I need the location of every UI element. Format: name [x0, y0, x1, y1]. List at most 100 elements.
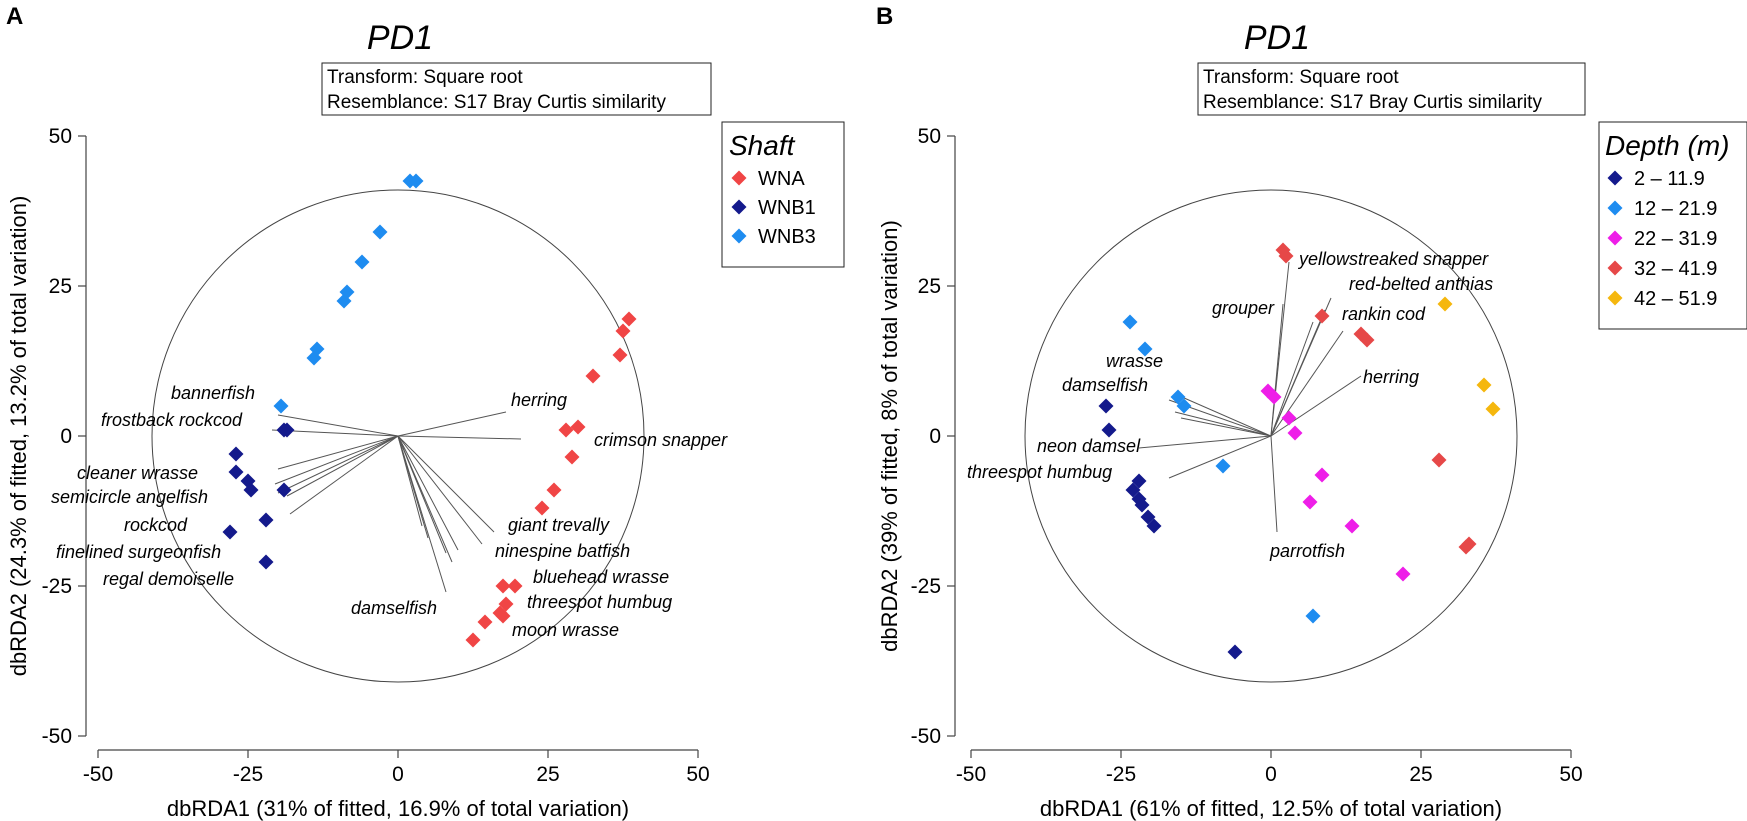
- legend-marker: [1607, 260, 1623, 276]
- panel-b-y-axis-label: dbRDA2 (39% of fitted, 8% of total varia…: [877, 220, 902, 652]
- x-tick-label: 50: [686, 763, 709, 786]
- vector-semicircle-angelfish: [274, 435, 399, 485]
- point-22–31.9: [1287, 425, 1303, 441]
- panel-b-legend-frame: [1598, 121, 1747, 330]
- label-parrotfish: parrotfish: [1269, 541, 1345, 561]
- point-WNA: [507, 578, 523, 594]
- vector-unlabeled-12: [1270, 309, 1326, 437]
- label-finelined-surgeonfish: finelined surgeonfish: [56, 542, 221, 562]
- point-32–41.9: [1359, 332, 1375, 348]
- point-42–51.9: [1476, 377, 1492, 393]
- panel-a-species-labels: bannerfish frostback rockcod herring cri…: [51, 383, 728, 640]
- panel-a-y-axis-label: dbRDA2 (24.3% of fitted, 13.2% of total …: [6, 196, 31, 677]
- panel-a-points: [222, 173, 637, 648]
- legend-label: WNB3: [758, 226, 816, 248]
- x-tick-label: 25: [1409, 763, 1432, 786]
- y-tick-label: -50: [911, 725, 941, 748]
- point-22–31.9: [1281, 410, 1297, 426]
- label-frostback-rockcod: frostback rockcod: [101, 410, 243, 430]
- point-42–51.9: [1485, 401, 1501, 417]
- point-12–21.9: [1122, 314, 1138, 330]
- label-bannerfish: bannerfish: [171, 383, 255, 403]
- label-semicircle-angelfish: semicircle angelfish: [51, 487, 208, 507]
- point-WNA: [477, 614, 493, 630]
- x-tick-label: 0: [1265, 763, 1277, 786]
- point-WNA: [546, 482, 562, 498]
- legend-marker: [731, 170, 747, 186]
- legend-marker: [731, 199, 747, 215]
- point-32–41.9: [1458, 539, 1474, 555]
- vector-herring: [397, 411, 507, 437]
- point-WNB3: [408, 173, 424, 189]
- y-tick-label: 50: [49, 125, 72, 148]
- vector-grouper: [1270, 303, 1284, 437]
- point-WNA: [495, 608, 511, 624]
- vector-threespot-humbug: [1168, 435, 1272, 479]
- panel-a-letter: A: [6, 3, 23, 30]
- y-tick-label: 25: [918, 275, 941, 298]
- x-tick-label: 25: [536, 763, 559, 786]
- panel-b-letter: B: [876, 3, 893, 30]
- panel-a-x-axis-label: dbRDA1 (31% of fitted, 16.9% of total va…: [167, 796, 629, 821]
- point-WNB1: [279, 422, 295, 438]
- panel-a-info-frame: [321, 62, 712, 116]
- y-tick-label: 50: [918, 125, 941, 148]
- panel-b-legend-title: Depth (m): [1605, 130, 1729, 161]
- panel-b-species-labels: yellowstreaked snapper red-belted anthia…: [967, 249, 1493, 561]
- vector-bluehead-wrasse: [397, 435, 459, 551]
- panel-a-info-box: Transform: Square root Resemblance: S17 …: [321, 62, 712, 116]
- point-WNA: [534, 500, 550, 516]
- label-ninespine-batfish: ninespine batfish: [495, 541, 630, 561]
- vector-moon-wrasse: [397, 435, 447, 554]
- panel-b-correlation-circle: [1024, 189, 1518, 683]
- legend-marker: [1607, 200, 1623, 216]
- panel-b-x-ticks: -50 -25 0 25 50: [956, 750, 1583, 786]
- y-tick-label: 25: [49, 275, 72, 298]
- point-12–21.9: [1137, 341, 1153, 357]
- point-WNA: [612, 347, 628, 363]
- point-22–31.9: [1266, 389, 1282, 405]
- panel-b: B PD1 Transform: Square root Resemblance…: [876, 3, 1747, 821]
- vector-cleaner-wrasse: [277, 435, 399, 470]
- vector-herring: [1270, 375, 1362, 437]
- legend-label: 32 – 41.9: [1634, 258, 1717, 280]
- label-giant-trevally: giant trevally: [508, 515, 610, 535]
- point-WNA: [570, 419, 586, 435]
- point-22–31.9: [1395, 566, 1411, 582]
- panel-b-points: [1098, 242, 1501, 660]
- panel-a-info-resemblance: Resemblance: S17 Bray Curtis similarity: [327, 92, 666, 113]
- panel-a-vectors: [271, 411, 522, 593]
- panel-a: A PD1 Transform: Square root Resemblance…: [6, 3, 845, 821]
- label-grouper: grouper: [1212, 298, 1275, 318]
- vector-crimson-snapper: [397, 435, 522, 440]
- legend-label: 12 – 21.9: [1634, 198, 1717, 220]
- vector-unlabeled-16: [397, 435, 423, 527]
- point-42–51.9: [1437, 296, 1453, 312]
- label-regal-demoiselle: regal demoiselle: [103, 569, 234, 589]
- vector-regal-demoiselle: [289, 435, 399, 515]
- label-herring: herring: [511, 390, 567, 410]
- point-22–31.9: [1344, 518, 1360, 534]
- vector-unlabeled-13: [1270, 321, 1314, 437]
- point-WNA: [615, 323, 631, 339]
- label-damselfish-b: damselfish: [1062, 375, 1148, 395]
- point-WNB1: [222, 524, 238, 540]
- label-neon-damsel: neon damsel: [1037, 436, 1141, 456]
- point-WNB1: [228, 446, 244, 462]
- label-red-belted-anthias: red-belted anthias: [1349, 274, 1493, 294]
- vector-giant-trevally: [397, 435, 495, 533]
- panel-a-info-transform: Transform: Square root: [327, 67, 523, 88]
- point-32–41.9: [1314, 308, 1330, 324]
- panel-b-x-axis-label: dbRDA1 (61% of fitted, 12.5% of total va…: [1040, 796, 1502, 821]
- label-herring-b: herring: [1363, 367, 1419, 387]
- point-2–11.9: [1134, 497, 1150, 513]
- label-damselfish: damselfish: [351, 598, 437, 618]
- vector-finelined-surgeonfish: [286, 435, 399, 497]
- y-tick-label: -25: [42, 575, 72, 598]
- panel-a-legend-frame: [721, 121, 845, 268]
- panel-a-legend-items: WNA WNB1 WNB3: [731, 168, 816, 248]
- point-WNB1: [258, 554, 274, 570]
- legend-label: 22 – 31.9: [1634, 228, 1717, 250]
- point-WNB1: [276, 482, 292, 498]
- panel-a-legend-title: Shaft: [729, 130, 796, 161]
